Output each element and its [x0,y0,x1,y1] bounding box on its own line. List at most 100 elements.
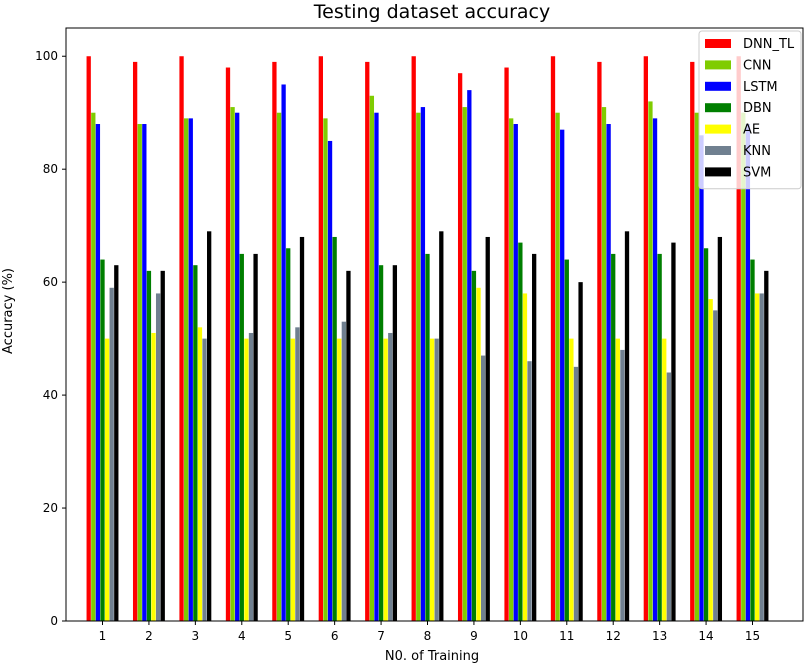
bar-lstm-6 [327,140,333,621]
bar-ae-14 [708,299,713,621]
bar-ae-2 [151,332,156,621]
bar-knn-14 [713,310,718,621]
bar-dnn-tl-14 [690,61,695,621]
bar-knn-10 [527,361,532,621]
bar-knn-15 [759,293,764,621]
x-tick-label: 6 [331,629,339,643]
plot-frame [65,27,804,622]
bar-dbn-15 [750,259,755,621]
bar-knn-11 [573,366,579,621]
x-tick-label: 10 [513,629,528,643]
bar-cnn-4 [230,107,235,621]
bar-ae-8 [429,338,435,621]
bar-lstm-11 [560,129,565,621]
legend-swatch [705,146,731,155]
bar-dbn-2 [146,270,152,621]
bar-dbn-13 [657,253,662,621]
bar-dnn-tl-2 [132,61,138,621]
legend-label: SVM [743,165,771,180]
legend-swatch [705,124,731,134]
x-tick-label: 4 [238,629,246,643]
x-tick-label: 8 [424,629,432,643]
bar-cnn-8 [416,112,421,622]
bar-knn-9 [480,355,486,621]
bar-knn-3 [202,338,207,621]
bar-knn-12 [620,349,625,621]
x-tick-label: 5 [284,629,292,643]
chart-title: Testing dataset accuracy [313,1,550,23]
bar-dnn-tl-11 [550,56,556,622]
bar-knn-13 [666,372,671,621]
bar-lstm-13 [652,118,658,622]
bar-cnn-1 [91,112,96,622]
bar-lstm-8 [420,107,426,621]
bar-lstm-4 [235,112,240,622]
bar-knn-8 [434,338,439,621]
bar-dbn-11 [564,259,569,621]
bar-dnn-tl-15 [736,56,741,622]
bar-ae-1 [104,338,110,621]
bar-dbn-1 [100,259,105,621]
bar-dnn-tl-13 [643,56,648,622]
bar-lstm-12 [606,124,611,621]
bar-cnn-3 [184,118,189,622]
bar-dnn-tl-7 [365,61,370,621]
bar-ae-10 [522,293,528,621]
bar-lstm-9 [467,90,472,622]
bar-dbn-6 [332,236,337,621]
bar-ae-12 [615,338,620,621]
y-tick-label: 20 [43,501,58,515]
y-tick-label: 40 [43,388,58,402]
bar-cnn-9 [462,107,467,621]
bar-svm-11 [578,282,583,621]
bar-knn-1 [109,287,114,621]
legend: DNN_TL CNN LSTM DBN AE KNN SVM [698,30,802,190]
bar-cnn-7 [369,95,375,621]
bars-layer [86,56,769,622]
bar-dbn-9 [471,270,477,621]
bar-dbn-7 [378,265,384,621]
x-tick-label: 13 [652,629,667,643]
bar-ae-15 [754,293,760,621]
bar-ae-3 [197,327,203,621]
bar-dbn-14 [703,248,709,621]
x-tick-label: 3 [192,629,200,643]
bar-cnn-10 [509,118,514,622]
bar-lstm-3 [188,118,193,622]
bar-dbn-10 [518,242,523,622]
bar-ae-4 [244,338,249,621]
bar-cnn-5 [276,112,282,622]
bar-dnn-tl-5 [272,61,277,621]
y-tick-label: 60 [43,275,58,289]
legend-label: LSTM [743,80,778,95]
bar-lstm-2 [142,124,147,621]
bar-svm-12 [624,231,630,621]
bar-svm-2 [160,270,165,621]
y-tick-label: 80 [43,162,58,176]
x-tick-label: 9 [470,629,478,643]
x-tick-label: 15 [745,629,760,643]
bar-svm-8 [439,231,444,621]
bar-dnn-tl-1 [86,56,91,622]
bar-dbn-3 [193,265,198,621]
x-axis-title: N0. of Training [385,649,479,664]
bar-dbn-12 [611,253,616,621]
bar-cnn-11 [555,112,560,622]
bar-dnn-tl-8 [411,56,416,622]
x-tick-label: 11 [559,629,574,643]
bar-lstm-5 [281,84,286,622]
bar-dnn-tl-12 [597,61,602,621]
legend-label: DBN [743,101,772,116]
bar-cnn-13 [648,101,653,622]
bar-ae-7 [383,338,388,621]
bar-ae-5 [290,338,295,621]
bar-dbn-8 [425,253,430,621]
bar-dbn-4 [239,253,244,621]
x-tick-label: 7 [377,629,385,643]
x-tick-label: 12 [606,629,621,643]
bar-lstm-14 [699,135,704,622]
legend-swatch [705,167,731,177]
